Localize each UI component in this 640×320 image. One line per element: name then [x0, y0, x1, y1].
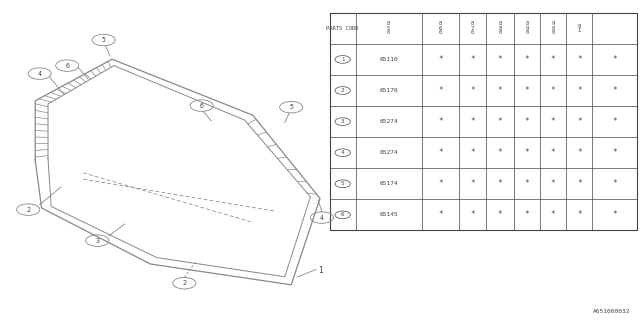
Text: *: *: [612, 117, 617, 126]
Text: 6: 6: [65, 63, 69, 68]
Text: *: *: [612, 179, 617, 188]
Text: *: *: [525, 55, 529, 64]
Text: 8
6
0: 8 6 0: [438, 21, 442, 35]
Text: *: *: [525, 210, 529, 219]
Text: 65174: 65174: [380, 181, 398, 186]
Text: 65274: 65274: [380, 150, 398, 155]
Text: *: *: [551, 179, 556, 188]
Text: *: *: [577, 55, 582, 64]
Text: 3: 3: [341, 119, 344, 124]
Text: *: *: [498, 179, 502, 188]
Text: *: *: [498, 86, 502, 95]
Text: *: *: [612, 86, 617, 95]
Text: 9
1: 9 1: [577, 24, 581, 33]
Text: 3: 3: [95, 238, 99, 244]
Text: *: *: [438, 117, 442, 126]
Text: *: *: [438, 148, 442, 157]
Text: *: *: [498, 55, 502, 64]
Text: 65145: 65145: [380, 212, 398, 217]
Text: 1: 1: [318, 266, 323, 275]
Text: *: *: [438, 179, 442, 188]
Text: *: *: [577, 148, 582, 157]
Text: *: *: [612, 210, 617, 219]
Text: 8
5
0: 8 5 0: [387, 21, 390, 35]
Text: *: *: [551, 210, 556, 219]
Text: *: *: [551, 148, 556, 157]
Text: *: *: [498, 210, 502, 219]
Text: *: *: [577, 210, 582, 219]
Text: A651000032: A651000032: [593, 308, 630, 314]
Text: *: *: [470, 148, 475, 157]
Text: 6: 6: [200, 103, 204, 108]
Text: 1: 1: [341, 57, 344, 62]
Text: 8
7
0: 8 7 0: [471, 21, 474, 35]
Text: *: *: [551, 86, 556, 95]
Text: 65274: 65274: [380, 119, 398, 124]
Text: 2: 2: [26, 207, 30, 212]
Text: 2: 2: [341, 88, 344, 93]
Text: 4: 4: [320, 215, 324, 220]
Text: *: *: [577, 86, 582, 95]
Text: *: *: [498, 117, 502, 126]
Text: *: *: [551, 117, 556, 126]
Text: *: *: [438, 55, 442, 64]
Text: 2: 2: [182, 280, 186, 286]
Text: PARTS CORD: PARTS CORD: [326, 26, 359, 31]
Text: 65110: 65110: [380, 57, 398, 62]
Text: *: *: [438, 86, 442, 95]
Text: *: *: [470, 117, 475, 126]
Bar: [330, 13, 637, 230]
Text: *: *: [577, 179, 582, 188]
Text: *: *: [498, 148, 502, 157]
Text: *: *: [577, 117, 582, 126]
Text: 5: 5: [102, 37, 106, 43]
Text: *: *: [525, 117, 529, 126]
Text: *: *: [612, 148, 617, 157]
Text: *: *: [470, 210, 475, 219]
Text: 5: 5: [341, 181, 344, 186]
Text: *: *: [438, 210, 442, 219]
Text: 4: 4: [38, 71, 42, 76]
Text: *: *: [525, 179, 529, 188]
Text: 65176: 65176: [380, 88, 398, 93]
Text: *: *: [612, 55, 617, 64]
Text: 8
8
0: 8 8 0: [499, 21, 502, 35]
Text: *: *: [470, 179, 475, 188]
Text: 5: 5: [289, 104, 293, 110]
Text: 4: 4: [341, 150, 344, 155]
Text: *: *: [470, 55, 475, 64]
Text: *: *: [525, 86, 529, 95]
Text: *: *: [551, 55, 556, 64]
Text: 8
9
0: 8 9 0: [525, 21, 529, 35]
Text: 9
0
0: 9 0 0: [552, 21, 555, 35]
Text: *: *: [470, 86, 475, 95]
Text: *: *: [525, 148, 529, 157]
Text: 6: 6: [341, 212, 344, 217]
